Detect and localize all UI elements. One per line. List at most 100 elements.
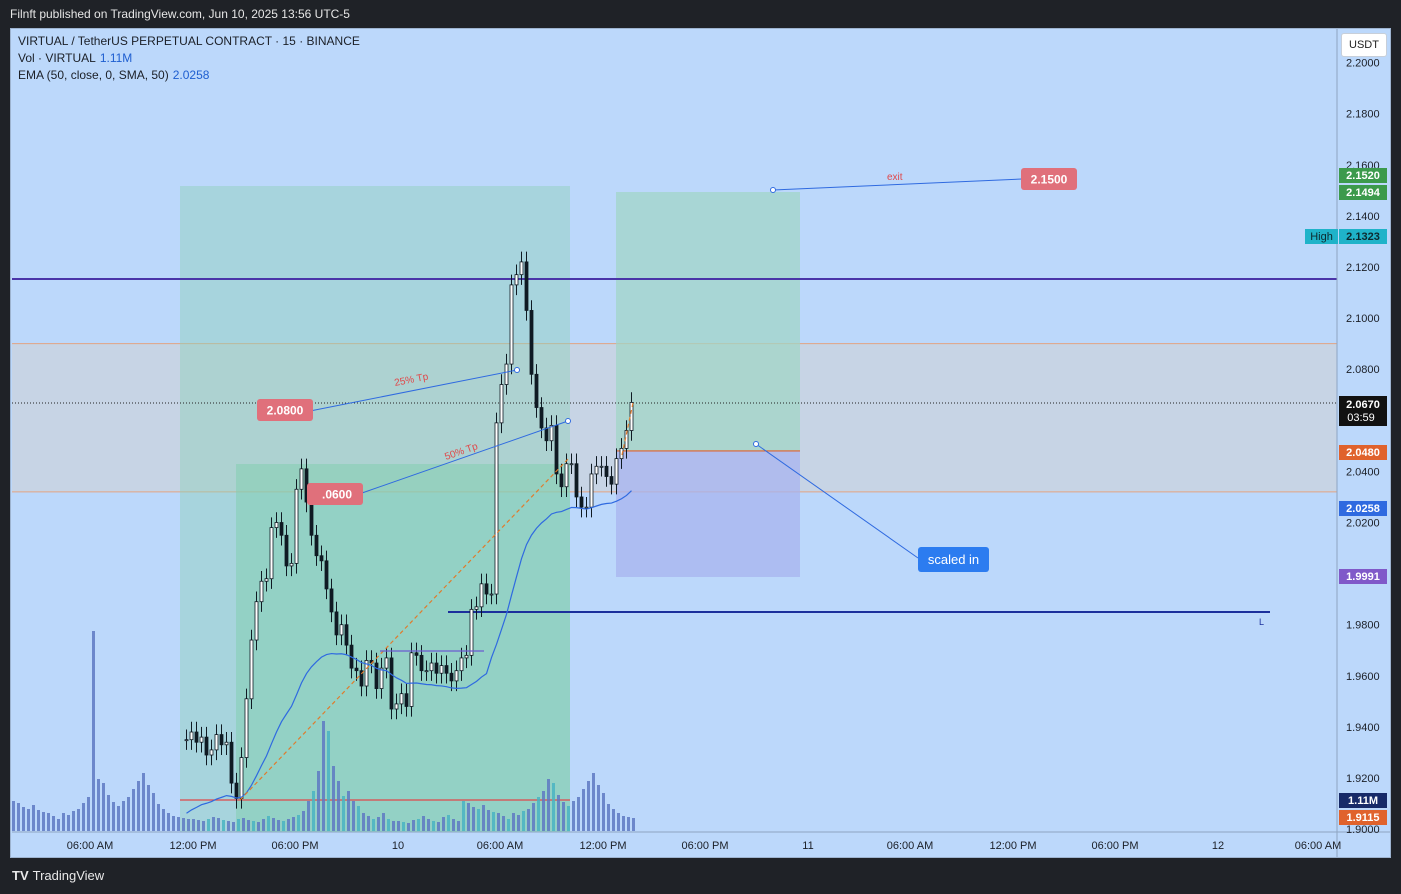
x-tick-label: 12:00 PM: [579, 840, 626, 852]
volume-bar: [422, 816, 425, 831]
candle-body: [374, 662, 379, 689]
candle-body: [219, 734, 224, 746]
volume-bar: [537, 797, 540, 831]
publish-info: Filnft published on TradingView.com, Jun…: [10, 7, 350, 21]
price-badge-ema-box: [1339, 501, 1387, 516]
volume-bar: [42, 812, 45, 831]
candle-body: [514, 274, 519, 286]
candle-body: [574, 463, 579, 498]
candle-body: [479, 583, 484, 608]
tradingview-brand[interactable]: TradingView: [32, 868, 105, 883]
price-badge-low: 1.9115: [1346, 812, 1379, 824]
candle-body: [539, 407, 544, 429]
candle-body: [259, 580, 264, 603]
volume-bar: [312, 791, 315, 831]
volume-bar: [522, 811, 525, 831]
candle-body: [579, 496, 584, 508]
label-2080-box: [257, 399, 313, 421]
scaled-in-line: [755, 443, 919, 559]
candle-body: [339, 624, 344, 636]
volume-bar: [132, 789, 135, 831]
volume-bar: [147, 785, 150, 831]
candle-body: [284, 534, 289, 567]
candle-body: [189, 731, 194, 741]
volume-bar: [362, 813, 365, 831]
volume-bar: [152, 793, 155, 831]
volume-bar: [457, 821, 460, 831]
candle-countdown: 03:59: [1347, 412, 1375, 424]
candle-body: [444, 665, 449, 674]
volume-bar: [307, 801, 310, 831]
currency-button[interactable]: USDT: [1341, 33, 1387, 57]
candle-body: [229, 741, 234, 784]
symbol-title[interactable]: VIRTUAL / TetherUS PERPETUAL CONTRACT · …: [18, 34, 360, 48]
volume-bar: [177, 817, 180, 831]
volume-bar: [62, 813, 65, 831]
candle-body: [519, 261, 524, 276]
volume-bar: [612, 809, 615, 831]
volume-bar: [472, 807, 475, 831]
volume-bar: [257, 822, 260, 831]
volume-bar: [487, 810, 490, 831]
volume-bar: [462, 801, 465, 831]
candle-body: [334, 611, 339, 636]
x-tick-label: 06:00 PM: [271, 840, 318, 852]
volume-bar: [617, 813, 620, 831]
label-2150-box: [1021, 168, 1077, 190]
candle-body: [534, 373, 539, 408]
volume-bar: [477, 809, 480, 831]
volume-bar: [227, 821, 230, 831]
volume-badge: 1.11M: [1348, 795, 1378, 807]
volume-bar: [352, 801, 355, 831]
ema-label[interactable]: EMA (50, close, 0, SMA, 50): [18, 68, 169, 82]
volume-bar: [482, 805, 485, 831]
price-badge-stop: 1.9991: [1346, 571, 1380, 583]
volume-bar: [582, 789, 585, 831]
candle-body: [294, 488, 299, 564]
volume-bar: [357, 806, 360, 831]
x-tick-label: 12: [1212, 840, 1224, 852]
volume-bar: [587, 781, 590, 831]
tp25-line: [309, 369, 518, 412]
candle-body: [394, 703, 399, 710]
price-badge-21494-box: [1339, 185, 1387, 200]
candle-body: [199, 736, 204, 743]
volume-bar: [302, 811, 305, 831]
candle-body: [214, 734, 219, 751]
candle-body: [609, 476, 614, 485]
candle-body: [224, 741, 229, 746]
volume-bar: [222, 820, 225, 831]
volume-bar: [97, 779, 100, 831]
price-badge-ema: 2.0258: [1346, 503, 1380, 515]
ema-legend: EMA (50, close, 0, SMA, 50) 2.0258: [18, 67, 360, 84]
volume-bar: [172, 816, 175, 831]
candle-body: [389, 657, 394, 710]
volume-bar: [242, 818, 245, 831]
y-tick-label: 1.9400: [1346, 722, 1380, 734]
candle-body: [204, 736, 209, 756]
ema-value: 2.0258: [172, 68, 210, 82]
candle-body: [499, 384, 504, 424]
volume-bar: [577, 797, 580, 831]
volume-value: 1.11M: [99, 51, 133, 65]
candle-body: [559, 473, 564, 488]
candle-body: [509, 284, 514, 365]
candle-body: [594, 465, 599, 475]
price-badge-entry: 2.0480: [1346, 447, 1380, 459]
volume-bar: [507, 819, 510, 831]
volume-bar: [212, 817, 215, 831]
price-badge-high: 2.1323: [1346, 231, 1380, 243]
candle-body: [354, 667, 359, 672]
volume-bar: [117, 806, 120, 831]
chart-legend: VIRTUAL / TetherUS PERPETUAL CONTRACT · …: [18, 33, 360, 84]
volume-bar: [297, 815, 300, 831]
volume-bar: [317, 771, 320, 831]
tradingview-logo-icon[interactable]: TV: [12, 868, 29, 883]
volume-bar: [597, 785, 600, 831]
scaled-in-point: [753, 441, 759, 447]
volume-bar: [232, 822, 235, 831]
label-2080: 2.0800: [267, 404, 304, 418]
candle-body: [599, 465, 604, 468]
label-2060: .0600: [322, 488, 352, 502]
